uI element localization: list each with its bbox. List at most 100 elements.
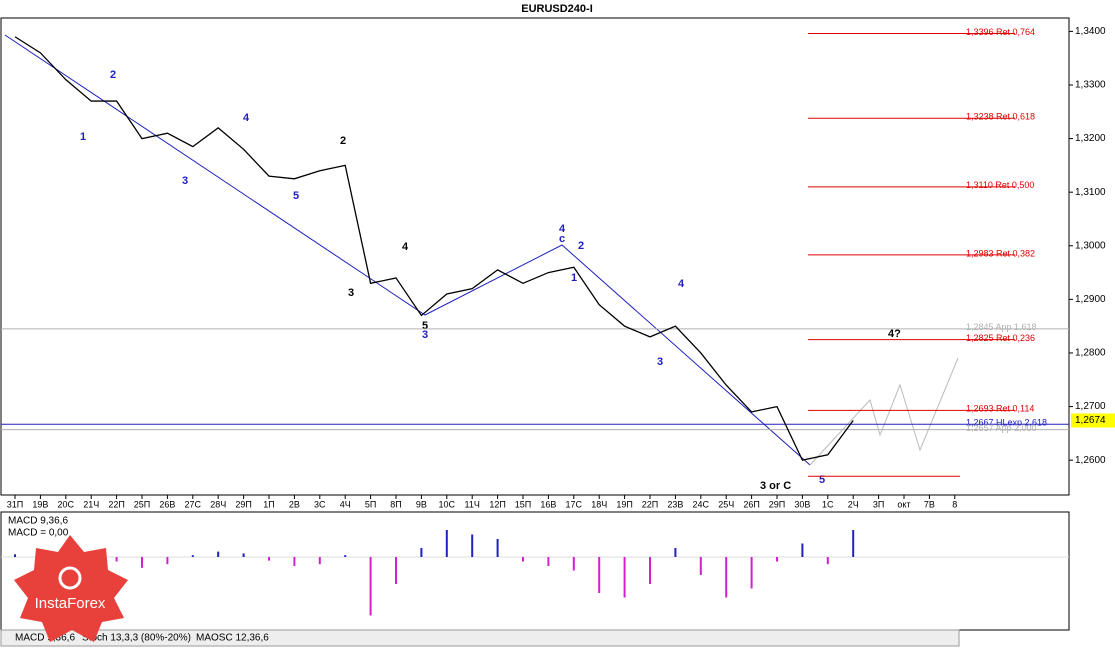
- x-tick-label: 29П: [235, 499, 251, 509]
- macd-bar: [141, 557, 143, 568]
- tab[interactable]: MAOSC 12,36,6: [196, 633, 269, 644]
- macd-bar: [115, 557, 118, 562]
- level-label: 1,2693 Ret 0,114: [966, 404, 1034, 414]
- x-tick-label: 22П: [642, 499, 658, 509]
- macd-bar: [293, 557, 296, 566]
- x-tick-label: 3С: [314, 499, 326, 509]
- x-tick-label: 26П: [743, 499, 759, 509]
- x-tick-label: 31П: [7, 499, 23, 509]
- x-tick-label: 18Ч: [591, 499, 607, 509]
- x-tick-label: 5П: [365, 499, 376, 509]
- y-tick-label: 1,2800: [1075, 348, 1106, 359]
- x-tick-label: 20С: [58, 499, 75, 509]
- macd-bar: [598, 557, 601, 593]
- level-label: 1,3238 Ret 0,618: [966, 112, 1035, 122]
- x-tick-label: 8: [952, 499, 957, 509]
- y-tick-label: 1,2600: [1075, 455, 1106, 466]
- macd-label: MACD 9,36,6: [8, 516, 68, 527]
- trend-line: [4, 34, 811, 466]
- macd-bar: [217, 551, 220, 557]
- macd-value: MACD = 0,00: [8, 528, 69, 539]
- wave-label: 1: [571, 272, 577, 284]
- y-tick-label: 1,2900: [1075, 294, 1106, 305]
- x-tick-label: 19В: [32, 499, 48, 509]
- wave-labels: 2 4 5 3 1 2 4 5 3 4 c 2 1 4 3 4? 3 or C …: [80, 69, 901, 492]
- level-label: 1,2983 Ret 0,382: [966, 248, 1035, 258]
- macd-bar: [471, 534, 474, 557]
- macd-bar: [674, 548, 677, 557]
- y-tick-label: 1,3000: [1075, 240, 1106, 251]
- wave-label: 5: [819, 474, 825, 486]
- x-tick-label: 1С: [822, 499, 834, 509]
- macd-bar: [826, 557, 829, 565]
- x-tick-label: 2В: [289, 499, 300, 509]
- x-tick-label: 7В: [924, 499, 935, 509]
- x-tick-label: 11Ч: [465, 499, 480, 509]
- x-tick-label: 22П: [108, 499, 124, 509]
- x-tick-label: 17С: [566, 499, 583, 509]
- x-tick-label: 1П: [263, 499, 274, 509]
- wave-label: 5: [293, 190, 299, 202]
- main-frame: [0, 17, 1070, 496]
- logo-text: InstaForex: [35, 595, 106, 612]
- wave-label: 2: [340, 135, 346, 147]
- wave-label: 3: [422, 329, 428, 341]
- macd-bar: [750, 557, 753, 589]
- x-tick-label: 29П: [769, 499, 785, 509]
- macd-bar: [776, 557, 778, 562]
- x-tick-label: 24С: [693, 499, 710, 509]
- x-tick-label: 16В: [540, 499, 556, 509]
- y-tick-label: 1,3100: [1075, 187, 1106, 198]
- macd-bar: [344, 555, 347, 557]
- macd-bar: [318, 557, 321, 565]
- wave-label: 4: [678, 278, 685, 290]
- macd-bar: [522, 557, 524, 562]
- y-tick-label: 1,3200: [1075, 133, 1106, 144]
- wave-label: 3: [348, 287, 354, 299]
- wave-label: 4: [243, 112, 250, 124]
- tab[interactable]: MACD 9,36,6: [15, 633, 75, 644]
- logo-icon: [58, 566, 82, 590]
- macd-bar: [395, 557, 397, 584]
- y-tick-label: 1,3400: [1075, 26, 1106, 37]
- x-tick-label: 4Ч: [340, 499, 351, 509]
- x-tick-label: окт: [897, 499, 910, 509]
- wave-label: 4?: [888, 328, 901, 340]
- tab[interactable]: Stoch 13,3,3 (80%-20%): [82, 633, 191, 644]
- y-tick-label: 1,3300: [1075, 80, 1106, 91]
- macd-bar: [572, 557, 575, 571]
- macd-bar: [420, 548, 423, 557]
- x-tick-label: 25П: [134, 499, 150, 509]
- x-tick-label: 27С: [185, 499, 202, 509]
- macd-bar: [852, 530, 855, 557]
- wave-label: 3 or C: [760, 480, 791, 492]
- price-box: [1071, 413, 1115, 428]
- level-label: 1,2845 App 1,618: [966, 322, 1037, 332]
- macd-bar: [242, 553, 245, 557]
- wave-label: c: [559, 233, 565, 245]
- macd-bar: [445, 530, 448, 557]
- x-tick-label: 2Ч: [848, 499, 859, 509]
- macd-bar: [725, 557, 728, 598]
- level-label: 1,2667 HLexp 2,618: [966, 418, 1047, 428]
- wave-label: 3: [182, 175, 188, 187]
- level-label: 1,3396 Ret 0,764: [966, 27, 1035, 37]
- x-tick-label: 28Ч: [210, 499, 226, 509]
- x-tick-label: 15П: [515, 499, 531, 509]
- macd-bar: [801, 543, 804, 557]
- x-tick-label: 3П: [873, 499, 884, 509]
- x-tick-label: 21Ч: [83, 499, 99, 509]
- macd-bar: [14, 554, 16, 557]
- macd-bar: [268, 557, 270, 561]
- price-line: [14, 36, 854, 461]
- level-label: 1,3110 Ret 0,500: [966, 180, 1034, 190]
- x-tick-label: 10С: [439, 499, 456, 509]
- x-tick-label: 8П: [390, 499, 401, 509]
- macd-bar: [649, 557, 651, 584]
- x-tick-label: 19П: [616, 499, 632, 509]
- x-tick-label: 30В: [794, 499, 810, 509]
- macd-bar: [699, 557, 702, 575]
- macd-bar: [496, 539, 499, 557]
